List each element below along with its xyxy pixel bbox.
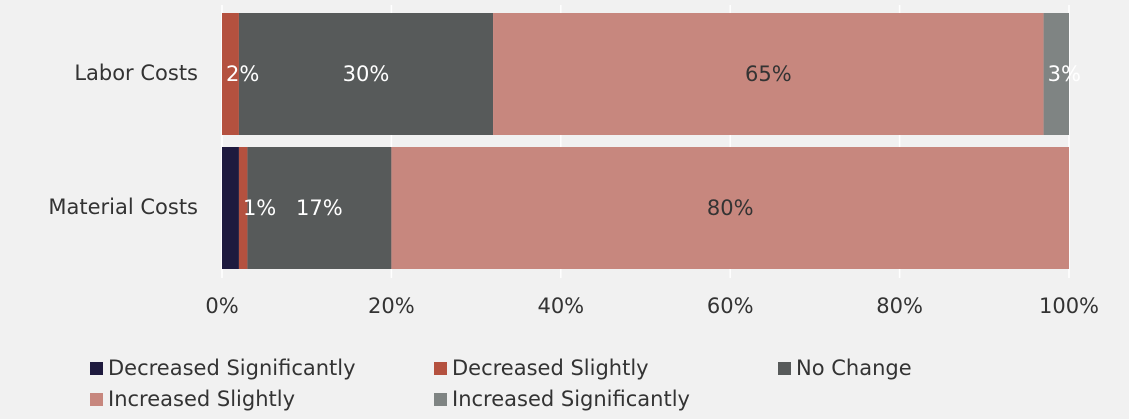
bar-segment bbox=[1043, 13, 1069, 135]
legend-label: No Change bbox=[796, 356, 912, 380]
bar-segment bbox=[222, 13, 239, 135]
bar-segment bbox=[493, 13, 1044, 135]
legend-swatch bbox=[434, 393, 447, 406]
legend-swatch bbox=[434, 362, 447, 375]
x-tick-label: 40% bbox=[537, 294, 584, 318]
x-tick-label: 0% bbox=[205, 294, 238, 318]
bar-segment bbox=[238, 13, 494, 135]
legend-label: Decreased Significantly bbox=[108, 356, 356, 380]
legend-swatch bbox=[90, 393, 103, 406]
legend-label: Increased Significantly bbox=[452, 387, 690, 411]
legend-label: Increased Slightly bbox=[108, 387, 295, 411]
bar-segment bbox=[247, 147, 392, 269]
y-tick-label: Material Costs bbox=[48, 195, 198, 219]
x-tick-label: 60% bbox=[707, 294, 754, 318]
data-label: 65% bbox=[745, 62, 792, 86]
data-label: 1% bbox=[243, 196, 276, 220]
data-label: 2% bbox=[226, 62, 259, 86]
legend-label: Decreased Slightly bbox=[452, 356, 649, 380]
legend-swatch bbox=[778, 362, 791, 375]
data-label: 17% bbox=[296, 196, 343, 220]
x-tick-label: 20% bbox=[368, 294, 415, 318]
data-label: 80% bbox=[707, 196, 754, 220]
legend-swatch bbox=[90, 362, 103, 375]
data-label: 30% bbox=[343, 62, 390, 86]
bar-segment bbox=[222, 147, 239, 269]
x-tick-label: 80% bbox=[876, 294, 923, 318]
y-tick-label: Labor Costs bbox=[74, 61, 198, 85]
x-tick-label: 100% bbox=[1039, 294, 1099, 318]
bar-segment bbox=[391, 147, 1069, 269]
data-label: 3% bbox=[1048, 62, 1081, 86]
bar-segment bbox=[238, 147, 248, 269]
